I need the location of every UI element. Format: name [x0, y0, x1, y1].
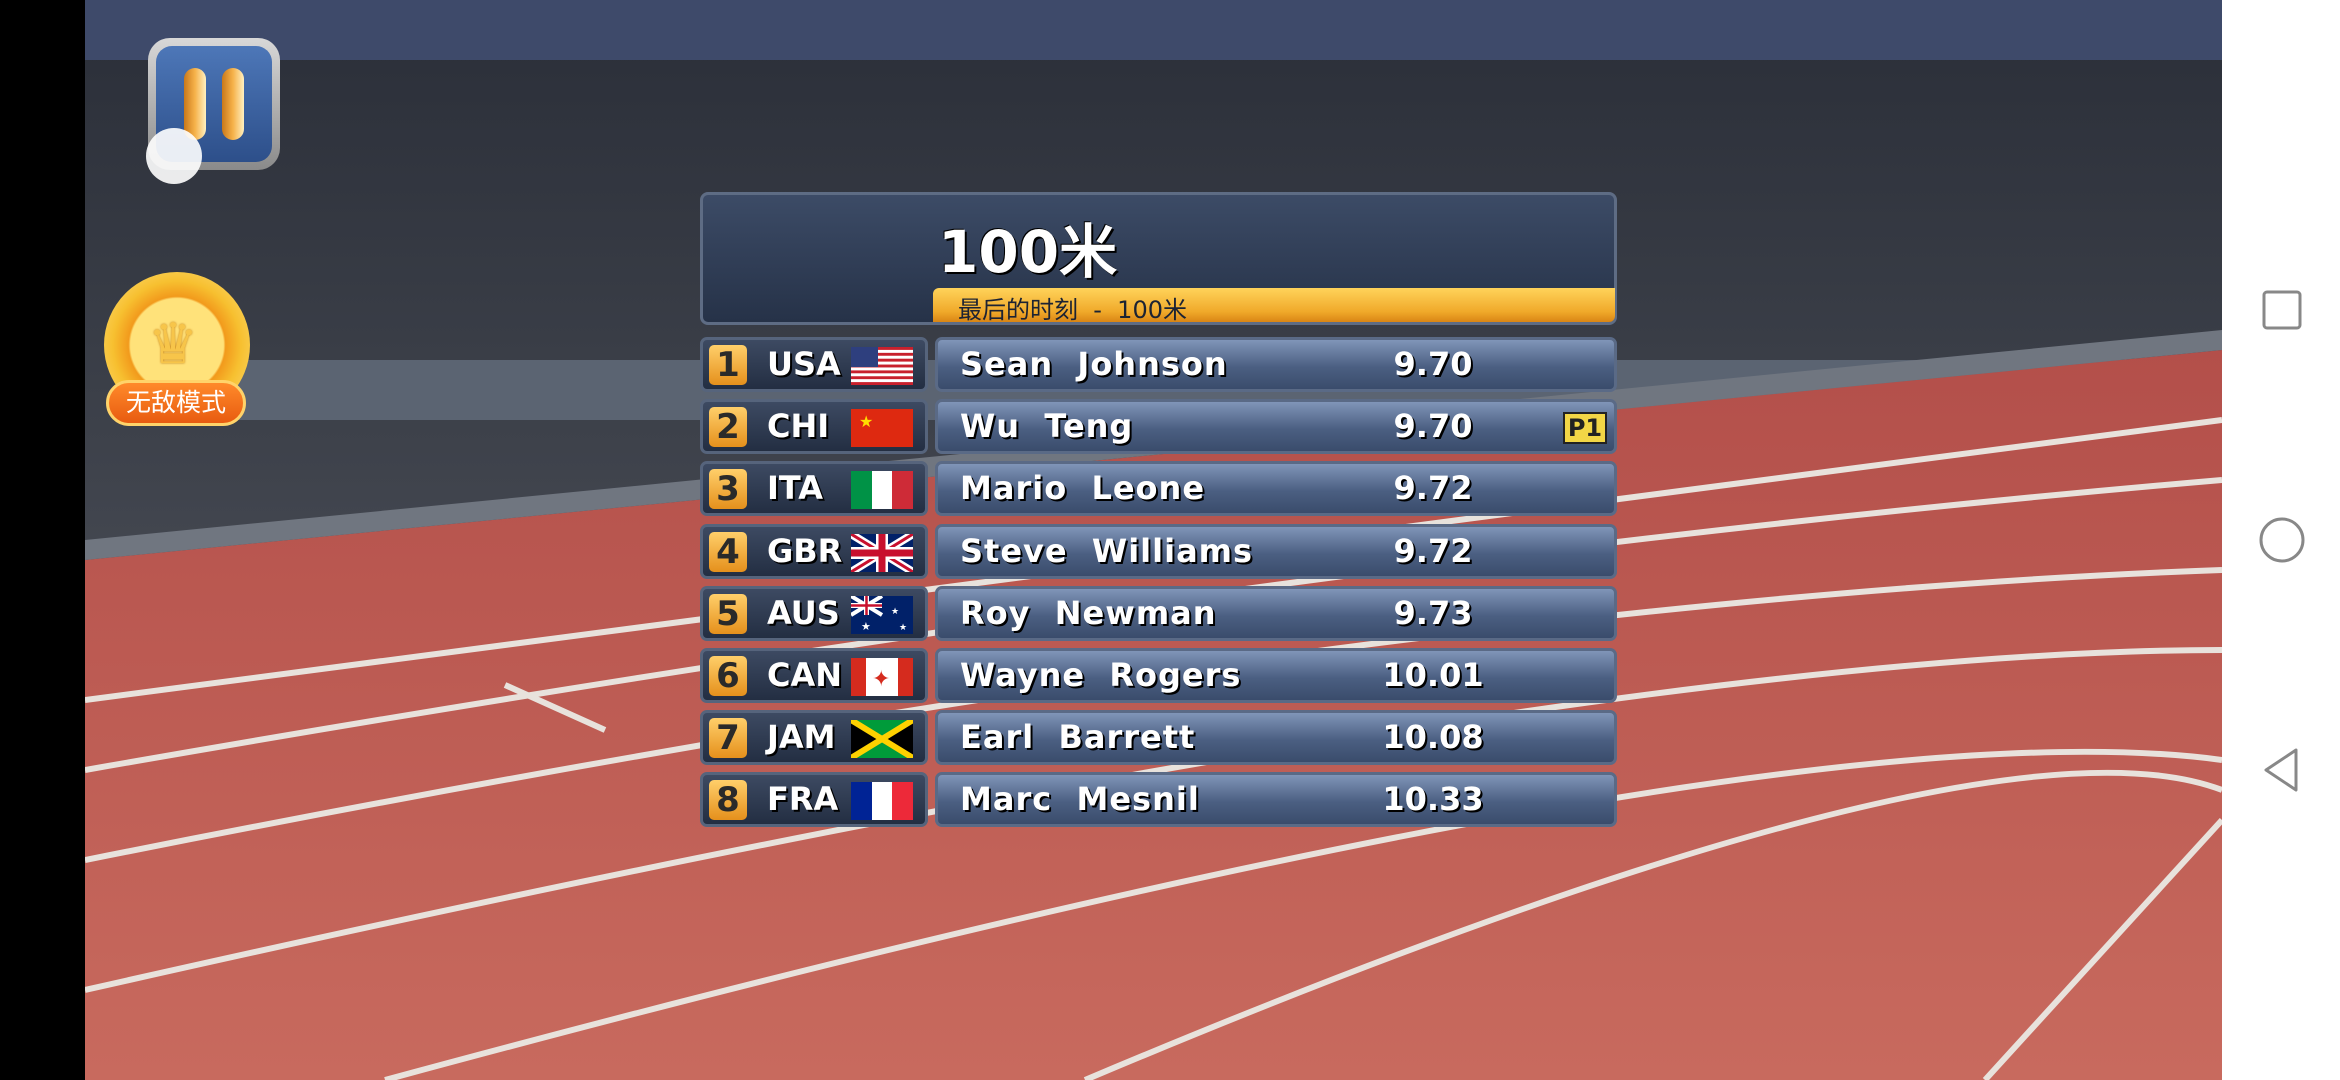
athlete-name: Earl Barrett — [960, 718, 1196, 757]
country-cell: 4 GBR — [700, 523, 928, 579]
country-cell: 7 JAM — [700, 710, 928, 766]
flag-jm-icon — [851, 720, 913, 759]
finish-time: 9.70 — [1393, 345, 1473, 383]
player-badge: P1 — [1563, 412, 1607, 445]
athlete-name: Mario Leone — [960, 469, 1206, 508]
rank-badge: 1 — [709, 345, 747, 385]
rank-badge: 5 — [709, 593, 747, 634]
country-code: GBR — [767, 531, 843, 570]
crown-icon: ♛ — [148, 312, 199, 377]
result-row: 6 CAN ✦ Wayne Rogers 10.01 — [700, 648, 1617, 703]
country-cell: 6 CAN ✦ — [700, 648, 928, 703]
circle-home-icon[interactable] — [2258, 516, 2306, 564]
flag-cn-icon: ★ — [851, 409, 913, 448]
country-code: CHI — [767, 407, 830, 446]
rank-badge: 6 — [709, 656, 747, 696]
rank-badge: 3 — [709, 469, 747, 510]
athlete-cell: Sean Johnson 9.70 — [935, 337, 1617, 392]
country-cell: 2 CHI ★ — [700, 399, 928, 455]
flag-ca-icon: ✦ — [851, 658, 913, 696]
finish-time: 10.08 — [1382, 718, 1484, 757]
event-subtitle: 最后的时刻 - 100米 — [958, 296, 1187, 324]
rank-badge: 7 — [709, 718, 747, 759]
svg-text:✦: ✦ — [872, 667, 890, 692]
country-cell: 8 FRA — [700, 772, 928, 828]
result-row: 2 CHI ★ Wu Teng 9.70 P1 — [700, 399, 1617, 455]
finish-time: 9.70 — [1393, 407, 1473, 446]
athlete-cell: Earl Barrett 10.08 — [935, 710, 1617, 766]
system-nav-bar — [2222, 0, 2340, 1080]
finish-time: 10.01 — [1382, 656, 1484, 694]
athlete-name: Roy Newman — [960, 593, 1217, 632]
svg-text:★: ★ — [859, 412, 873, 431]
result-row: 1 USA Sean Johnson 9.70 — [700, 337, 1617, 392]
country-code: CAN — [767, 656, 843, 694]
finish-time: 9.73 — [1393, 593, 1473, 632]
country-code: FRA — [767, 780, 839, 819]
country-code: JAM — [767, 718, 836, 757]
country-code: USA — [767, 345, 841, 383]
country-cell: 1 USA — [700, 337, 928, 392]
triangle-back-icon[interactable] — [2258, 746, 2306, 794]
result-row: 4 GBR Steve Williams 9.72 — [700, 523, 1617, 579]
country-code: AUS — [767, 593, 840, 632]
athlete-cell: Mario Leone 9.72 — [935, 461, 1617, 517]
flag-it-icon — [851, 471, 913, 510]
square-recents-icon[interactable] — [2258, 286, 2306, 334]
result-row: 7 JAM Earl Barrett 10.08 — [700, 710, 1617, 766]
pause-button[interactable] — [148, 38, 280, 170]
country-cell: 5 AUS ★ ★ ★ — [700, 585, 928, 641]
finish-time: 9.72 — [1393, 531, 1473, 570]
athlete-name: Marc Mesnil — [960, 780, 1200, 819]
country-cell: 3 ITA — [700, 461, 928, 517]
athlete-cell: Steve Williams 9.72 — [935, 523, 1617, 579]
pause-bar — [184, 68, 206, 140]
invincible-mode-label[interactable]: 无敌模式 — [106, 380, 246, 426]
rank-badge: 8 — [709, 780, 747, 821]
subtitle-bar: 最后的时刻 - 100米 — [933, 288, 1615, 324]
athlete-name: Steve Williams — [960, 531, 1254, 570]
pause-bar — [222, 68, 244, 140]
floating-assist-dot[interactable] — [146, 128, 202, 184]
results-header: 100米 最后的时刻 - 100米 — [700, 192, 1617, 325]
rank-badge: 4 — [709, 531, 747, 572]
athlete-cell: Roy Newman 9.73 — [935, 585, 1617, 641]
left-black-bar — [0, 0, 85, 1080]
athlete-cell: Marc Mesnil 10.33 — [935, 772, 1617, 828]
svg-text:★: ★ — [891, 607, 899, 617]
rank-badge: 2 — [709, 407, 747, 448]
athlete-cell: Wu Teng 9.70 P1 — [935, 399, 1617, 455]
result-row: 3 ITA Mario Leone 9.72 — [700, 461, 1617, 517]
flag-fr-icon — [851, 782, 913, 821]
flag-gb-icon — [851, 533, 913, 572]
flag-us-icon — [851, 347, 913, 385]
athlete-name: Wayne Rogers — [960, 656, 1242, 694]
finish-time: 10.33 — [1382, 780, 1484, 819]
athlete-name: Wu Teng — [960, 407, 1134, 446]
athlete-cell: Wayne Rogers 10.01 — [935, 648, 1617, 703]
svg-text:★: ★ — [899, 623, 907, 633]
athlete-name: Sean Johnson — [960, 345, 1228, 383]
stadium-background — [85, 0, 2222, 1080]
flag-au-icon: ★ ★ ★ — [851, 595, 913, 634]
result-row: 5 AUS ★ ★ ★ Roy Newman 9.73 — [700, 585, 1617, 641]
svg-text:★: ★ — [861, 620, 871, 633]
event-title: 100米 — [938, 218, 1118, 286]
finish-time: 9.72 — [1393, 469, 1473, 508]
country-code: ITA — [767, 469, 824, 508]
result-row: 8 FRA Marc Mesnil 10.33 — [700, 772, 1617, 828]
